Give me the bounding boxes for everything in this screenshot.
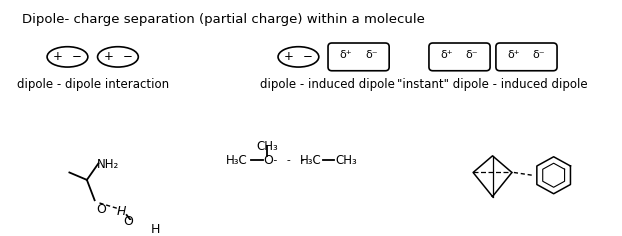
Text: δ⁻: δ⁻ — [533, 50, 545, 60]
Text: H₃C: H₃C — [226, 154, 248, 167]
Text: +: + — [284, 50, 294, 63]
Text: CH₃: CH₃ — [335, 154, 357, 167]
Text: δ⁻: δ⁻ — [466, 50, 478, 60]
Text: H₃C: H₃C — [299, 154, 321, 167]
Text: δ⁻: δ⁻ — [365, 50, 378, 60]
Text: +: + — [53, 50, 63, 63]
Text: δ⁺: δ⁺ — [440, 50, 453, 60]
Text: δ⁺: δ⁺ — [508, 50, 520, 60]
Text: −: − — [72, 50, 82, 63]
Text: - - -: - - - — [272, 156, 306, 165]
Text: −: − — [123, 50, 132, 63]
Text: H: H — [151, 223, 160, 236]
Text: −: − — [303, 50, 313, 63]
Text: NH₂: NH₂ — [96, 158, 119, 171]
Text: "instant" dipole - induced dipole: "instant" dipole - induced dipole — [397, 78, 588, 91]
Text: Dipole- charge separation (partial charge) within a molecule: Dipole- charge separation (partial charg… — [22, 13, 425, 26]
Text: dipole - dipole interaction: dipole - dipole interaction — [17, 78, 169, 91]
Text: O: O — [264, 154, 273, 167]
Text: +: + — [103, 50, 113, 63]
Text: O: O — [124, 215, 134, 228]
Text: CH₃: CH₃ — [256, 140, 278, 153]
Text: H: H — [117, 205, 126, 218]
Text: O: O — [96, 203, 106, 216]
Text: dipole - induced dipole: dipole - induced dipole — [260, 78, 395, 91]
Text: δ⁺: δ⁺ — [340, 50, 352, 60]
